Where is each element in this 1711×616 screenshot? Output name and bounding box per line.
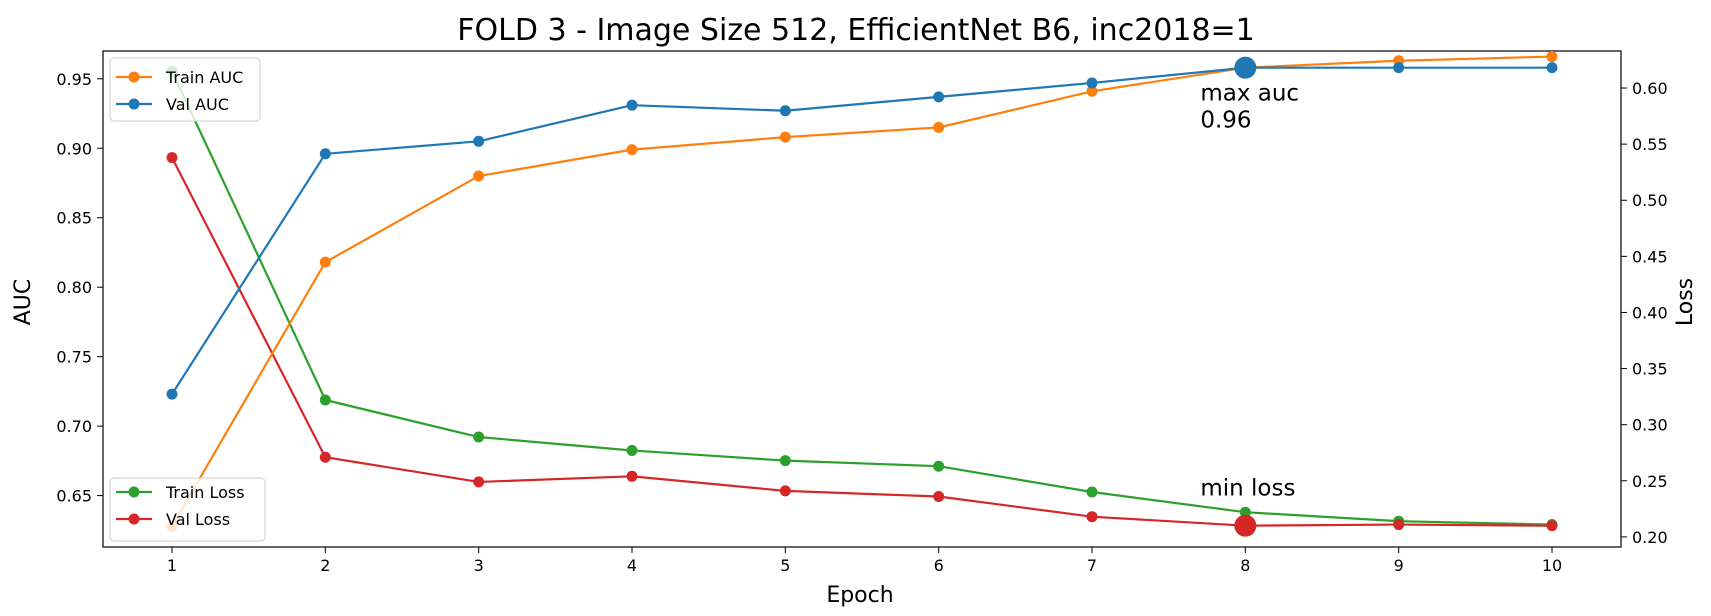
right-y-tick-label: 0.45 <box>1632 247 1668 266</box>
val-auc-point <box>319 148 331 160</box>
val-auc-point <box>473 135 485 147</box>
val-auc-point <box>1546 62 1558 74</box>
x-tick-label: 1 <box>167 556 177 575</box>
val-auc-point <box>1393 62 1405 74</box>
legend-train-loss-marker <box>128 486 140 498</box>
right-y-tick-label: 0.60 <box>1632 79 1668 98</box>
val-loss-point <box>166 152 178 164</box>
train-auc-line <box>171 55 1553 527</box>
legend-val-loss-label: Val Loss <box>166 510 230 529</box>
right-y-tick-label: 0.40 <box>1632 303 1668 322</box>
x-tick-label: 10 <box>1542 556 1562 575</box>
train-loss-point <box>1086 486 1098 498</box>
legend-loss-frame <box>109 477 266 542</box>
min-loss-highlight-marker <box>1234 514 1257 537</box>
train-loss-point <box>933 460 945 472</box>
axes-frame <box>102 50 1622 548</box>
train-loss-point <box>319 394 331 406</box>
val-loss-point <box>933 491 945 503</box>
x-tick-label: 4 <box>627 556 637 575</box>
left-y-tick-label: 0.85 <box>56 209 92 228</box>
val-auc-point <box>779 105 791 117</box>
left-y-tick-label: 0.80 <box>56 278 92 297</box>
legend-train-loss-label: Train Loss <box>165 483 245 502</box>
left-y-tick-label: 0.70 <box>56 417 92 436</box>
train-loss-line <box>171 70 1553 526</box>
max-auc-highlight-marker <box>1234 56 1257 79</box>
val-auc-point <box>1086 77 1098 89</box>
legend-auc-frame <box>109 57 261 122</box>
val-loss-point <box>473 476 485 488</box>
val-auc-point <box>933 91 945 103</box>
right-y-tick-label: 0.25 <box>1632 472 1668 491</box>
left-y-tick-label: 0.75 <box>56 348 92 367</box>
legend-train-auc-marker <box>128 71 140 83</box>
x-tick-label: 2 <box>320 556 330 575</box>
right-y-tick-label: 0.30 <box>1632 416 1668 435</box>
train-loss-point <box>1239 506 1251 518</box>
val-loss-point <box>1393 519 1405 531</box>
train-auc-point <box>626 144 638 156</box>
x-tick-label: 5 <box>780 556 790 575</box>
right-y-axis-label: Loss <box>1673 278 1698 326</box>
train-loss-point <box>779 455 791 467</box>
legend-train-auc-label: Train AUC <box>165 68 243 87</box>
legend-loss: Train Loss Val Loss <box>109 477 266 542</box>
right-y-tick-label: 0.35 <box>1632 360 1668 379</box>
min-loss-annotation-label: min loss <box>1200 476 1295 502</box>
right-y-tick-label: 0.55 <box>1632 135 1668 154</box>
x-tick-label: 7 <box>1087 556 1097 575</box>
chart-title: FOLD 3 - Image Size 512, EfficientNet B6… <box>457 13 1255 48</box>
right-y-tick-label: 0.20 <box>1632 528 1668 547</box>
val-loss-point <box>779 485 791 497</box>
train-loss-point <box>473 431 485 443</box>
train-auc-point <box>319 256 331 268</box>
legend-val-loss-marker <box>128 513 140 525</box>
train-auc-point <box>1086 85 1098 97</box>
val-auc-point <box>166 388 178 400</box>
x-tick-label: 3 <box>474 556 484 575</box>
left-y-tick-label: 0.65 <box>56 487 92 506</box>
x-tick-label: 9 <box>1394 556 1404 575</box>
plot-area: 1 2 3 4 5 6 7 8 9 10 0.65 0.70 0.75 0.80 0.85 0.90 0.95 0… <box>56 50 1668 575</box>
val-loss-line <box>171 157 1553 527</box>
max-auc-annotation-value: 0.96 <box>1200 108 1251 134</box>
val-loss-point <box>626 470 638 482</box>
right-y-tick-label: 0.50 <box>1632 191 1668 210</box>
train-auc-point <box>473 170 485 182</box>
x-axis-label: Epoch <box>826 583 893 608</box>
val-auc-line <box>171 66 1552 395</box>
train-auc-point <box>779 131 791 143</box>
left-y-axis-label: AUC <box>11 279 36 326</box>
train-auc-point <box>933 121 945 133</box>
val-auc-point <box>626 99 638 111</box>
x-tick-label: 8 <box>1240 556 1250 575</box>
legend-val-auc-marker <box>128 98 140 110</box>
left-y-tick-label: 0.95 <box>56 70 92 89</box>
val-loss-point <box>319 451 331 463</box>
legend-auc: Train AUC Val AUC <box>109 57 261 122</box>
val-loss-point <box>1086 511 1098 523</box>
left-y-tick-label: 0.90 <box>56 139 92 158</box>
train-auc-point <box>1546 51 1558 63</box>
max-auc-annotation-label: max auc <box>1200 81 1299 107</box>
x-tick-label: 6 <box>934 556 944 575</box>
legend-val-auc-label: Val AUC <box>166 95 229 114</box>
val-loss-point <box>1546 520 1558 532</box>
train-loss-point <box>626 444 638 456</box>
